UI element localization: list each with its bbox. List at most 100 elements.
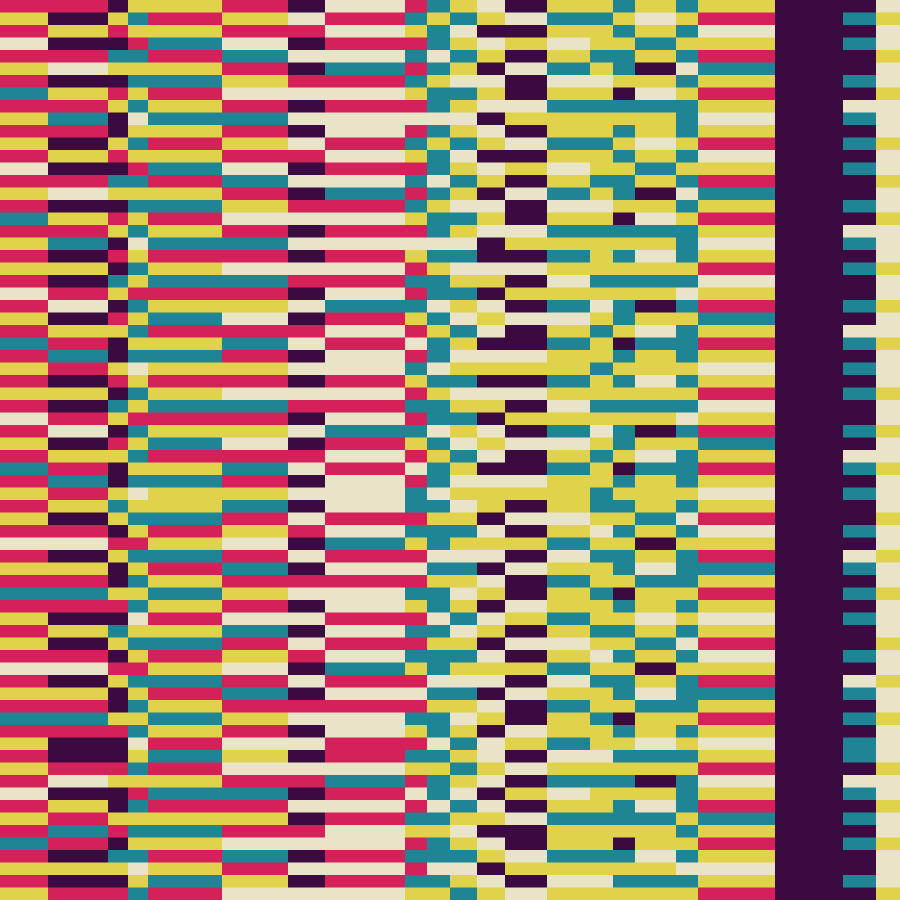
block — [505, 337, 547, 351]
block — [613, 725, 635, 738]
block — [128, 25, 148, 38]
block — [325, 350, 405, 363]
block — [222, 175, 288, 188]
block — [676, 887, 698, 900]
block — [477, 525, 505, 538]
block — [0, 425, 48, 438]
block — [613, 687, 635, 701]
block — [635, 775, 676, 788]
block — [613, 825, 635, 838]
block — [128, 725, 148, 738]
block — [843, 162, 876, 176]
block — [128, 512, 148, 526]
block — [477, 162, 505, 176]
block — [0, 837, 48, 851]
block — [547, 862, 590, 876]
block — [325, 87, 405, 101]
block — [775, 87, 843, 101]
block — [450, 275, 477, 288]
block — [775, 687, 843, 701]
block — [0, 362, 48, 376]
block — [288, 200, 325, 213]
block — [676, 100, 698, 113]
block — [288, 787, 325, 801]
block — [450, 337, 477, 351]
block — [450, 750, 477, 763]
block — [613, 25, 635, 38]
block — [405, 137, 427, 151]
block — [108, 275, 128, 288]
block — [405, 800, 427, 813]
block — [48, 412, 108, 426]
block — [505, 662, 547, 676]
block — [108, 562, 128, 576]
block — [477, 650, 505, 663]
block — [775, 262, 843, 276]
block — [325, 12, 405, 26]
block — [876, 812, 900, 826]
block — [698, 412, 775, 426]
block — [48, 137, 108, 151]
block — [477, 787, 505, 801]
block — [635, 550, 676, 563]
block — [613, 787, 635, 801]
block — [128, 487, 148, 501]
block — [547, 737, 590, 751]
block — [477, 775, 505, 788]
block — [477, 325, 505, 338]
block — [128, 462, 148, 476]
block — [405, 825, 427, 838]
block — [148, 500, 222, 513]
block — [547, 412, 590, 426]
block — [128, 837, 148, 851]
block — [676, 687, 698, 701]
block — [547, 812, 590, 826]
block — [698, 800, 775, 813]
block — [775, 200, 843, 213]
block — [148, 512, 222, 526]
block — [148, 762, 222, 776]
block — [698, 850, 775, 863]
block — [698, 500, 775, 513]
block — [477, 887, 505, 900]
block — [635, 837, 676, 851]
block — [48, 700, 108, 713]
block — [427, 312, 450, 326]
block — [775, 762, 843, 776]
block — [843, 0, 876, 13]
block — [613, 450, 635, 463]
block — [876, 62, 900, 76]
block — [450, 350, 477, 363]
block — [325, 75, 405, 88]
block — [288, 700, 325, 713]
block — [477, 412, 505, 426]
block — [635, 0, 676, 13]
block — [108, 425, 128, 438]
block — [876, 562, 900, 576]
block — [477, 425, 505, 438]
block — [613, 737, 635, 751]
block — [427, 450, 450, 463]
block — [222, 587, 288, 601]
block — [590, 325, 613, 338]
block — [48, 262, 108, 276]
block — [108, 400, 128, 413]
block — [427, 325, 450, 338]
block — [843, 637, 876, 651]
block — [843, 412, 876, 426]
block — [676, 0, 698, 13]
block — [148, 362, 222, 376]
block — [676, 225, 698, 238]
block — [405, 462, 427, 476]
block — [148, 262, 222, 276]
block — [698, 537, 775, 551]
block — [108, 512, 128, 526]
block — [477, 125, 505, 138]
block — [0, 612, 48, 626]
block — [0, 787, 48, 801]
block — [590, 850, 613, 863]
block — [676, 25, 698, 38]
block — [148, 487, 222, 501]
block — [427, 300, 450, 313]
block — [698, 312, 775, 326]
